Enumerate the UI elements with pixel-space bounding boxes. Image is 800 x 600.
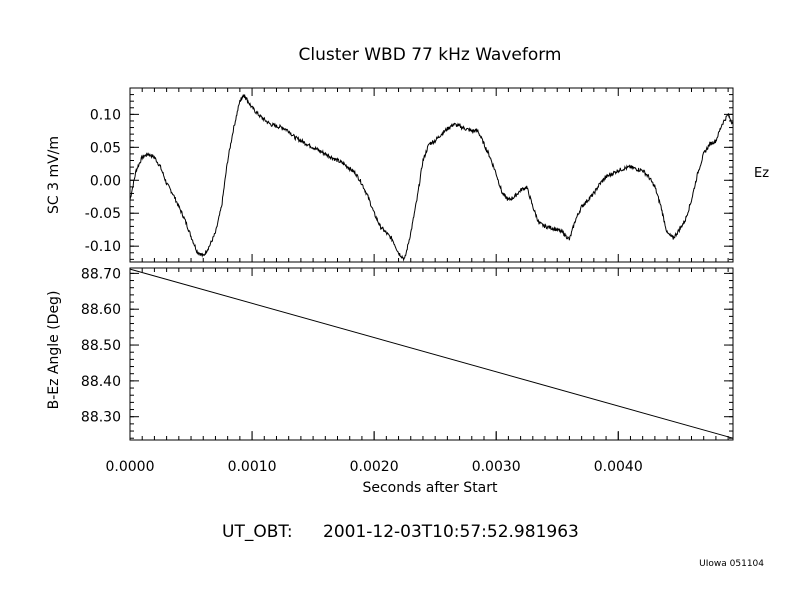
- angle-y-tick-labels: 88.70 88.60 88.50 88.40 88.30: [81, 266, 121, 425]
- angle-y-tick-label: 88.60: [81, 302, 121, 318]
- angle-y-tick-label: 88.40: [81, 374, 121, 390]
- x-tick-label: 0.0030: [472, 459, 521, 475]
- waveform-y-ticks: [130, 113, 733, 247]
- angle-y-ticks: [130, 272, 733, 418]
- waveform-y-axis-label: SC 3 mV/m: [46, 136, 62, 214]
- angle-y-axis-label: B-Ez Angle (Deg): [46, 291, 62, 410]
- x-tick-label: 0.0020: [350, 459, 399, 475]
- credit-label: UIowa 051104: [699, 559, 764, 569]
- waveform-ez-line: [129, 94, 734, 262]
- x-tick-label: 0.0040: [594, 459, 643, 475]
- waveform-y-tick-label: 0.10: [90, 107, 121, 123]
- chart-title: Cluster WBD 77 kHz Waveform: [299, 45, 562, 65]
- waveform-y-tick-label: -0.10: [85, 239, 121, 255]
- angle-y-tick-label: 88.50: [81, 338, 121, 354]
- x-tick-label: 0.0000: [106, 459, 155, 475]
- angle-plot-frame: [129, 267, 734, 441]
- waveform-y-tick-label: 0.05: [90, 140, 121, 156]
- waveform-panel: 0.10 0.05 0.00 -0.05 -0.10 SC 3 mV/m Ez: [46, 87, 769, 263]
- waveform-series-label: Ez: [754, 166, 769, 181]
- angle-x-tick-labels: 0.0000 0.0010 0.0020 0.0030 0.0040: [106, 459, 643, 475]
- x-axis-label: Seconds after Start: [362, 480, 498, 496]
- waveform-plot-frame: [129, 87, 734, 263]
- angle-y-tick-label: 88.30: [81, 410, 121, 426]
- waveform-y-tick-label: 0.00: [90, 173, 121, 189]
- ut-label: UT_OBT:: [222, 522, 293, 542]
- waveform-y-tick-labels: 0.10 0.05 0.00 -0.05 -0.10: [85, 107, 121, 255]
- waveform-minor-ticks: [129, 87, 733, 262]
- angle-y-tick-label: 88.70: [81, 266, 121, 282]
- angle-x-ticks: [129, 431, 619, 440]
- angle-line: [129, 268, 734, 439]
- waveform-y-tick-label: -0.05: [85, 206, 121, 222]
- ut-value: 2001-12-03T10:57:52.981963: [323, 522, 579, 542]
- x-tick-label: 0.0010: [228, 459, 277, 475]
